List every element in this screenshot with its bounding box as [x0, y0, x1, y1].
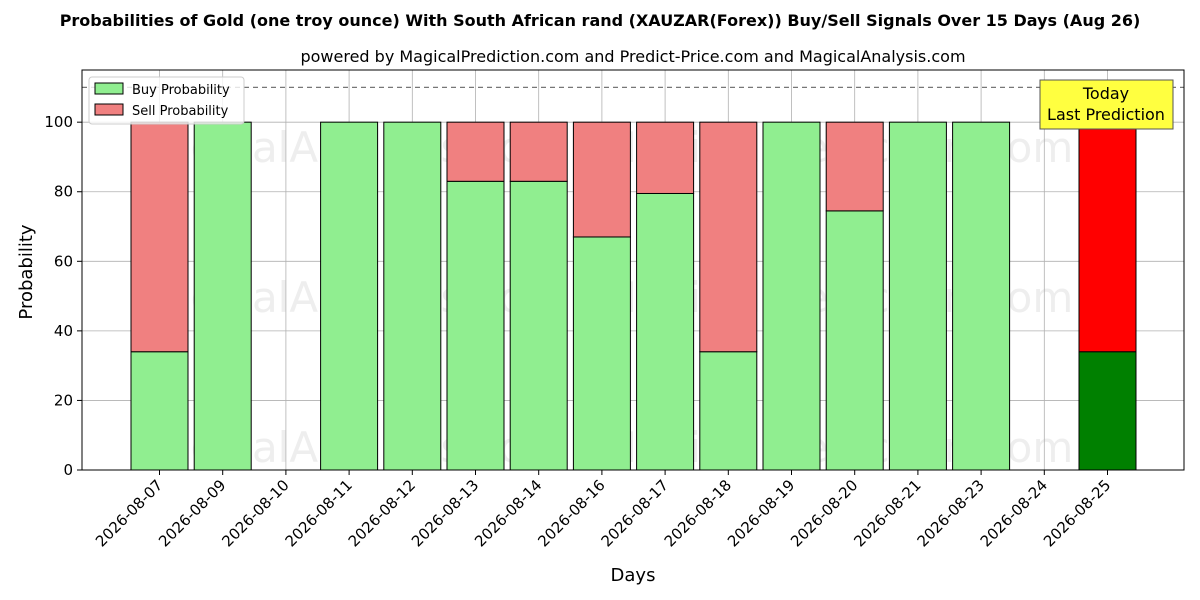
x-tick-label: 2026-08-07 [92, 476, 166, 550]
bar-buy [383, 121, 442, 471]
x-tick-label: 2026-08-13 [408, 476, 482, 550]
annotation-line-2: Last Prediction [1047, 105, 1165, 124]
bar-buy [952, 121, 1011, 471]
y-tick-label: 20 [54, 391, 73, 409]
bar-buy [762, 121, 821, 471]
bar-sell [1078, 121, 1137, 353]
plot-area [81, 69, 1185, 471]
x-tick-label: 2026-08-12 [345, 476, 419, 550]
bar-buy [130, 351, 189, 471]
y-tick-label: 40 [54, 322, 73, 340]
y-tick-label: 80 [54, 183, 73, 201]
x-tick-label: 2026-08-16 [534, 476, 608, 550]
y-axis-label: Probability [16, 224, 37, 319]
legend-swatch-buy [94, 82, 124, 95]
legend-label-sell: Sell Probability [132, 104, 229, 119]
bar-sell [572, 121, 631, 238]
chart-title: Probabilities of Gold (one troy ounce) W… [60, 11, 1141, 30]
x-tick-label: 2026-08-23 [914, 476, 988, 550]
x-tick-label: 2026-08-09 [155, 476, 229, 550]
y-axis: 0 20 40 60 80 100 [44, 113, 82, 479]
bar-sell [636, 121, 695, 194]
bar-buy [572, 236, 631, 471]
bar-buy [636, 192, 695, 471]
bar-buy [699, 351, 758, 471]
bar-sell [699, 121, 758, 353]
x-tick-label: 2026-08-19 [724, 476, 798, 550]
bar-buy [888, 121, 947, 471]
bar-buy [446, 180, 505, 471]
annotation-line-1: Today [1082, 84, 1129, 103]
y-tick-label: 0 [63, 461, 73, 479]
legend-box [88, 76, 245, 125]
bar-sell [825, 121, 884, 212]
annotation-box [1039, 79, 1174, 130]
legend-swatch-sell [94, 103, 124, 116]
x-tick-label: 2026-08-10 [218, 476, 292, 550]
x-tick-label: 2026-08-25 [1040, 476, 1114, 550]
x-tick-label: 2026-08-11 [282, 476, 356, 550]
bar-sell [130, 121, 189, 353]
bars [130, 121, 1137, 471]
today-annotation: Today Last Prediction [1039, 79, 1174, 130]
x-tick-label: 2026-08-17 [598, 476, 672, 550]
x-axis-label: Days [611, 565, 656, 586]
x-tick-label: 2026-08-21 [850, 476, 924, 550]
bar-buy [509, 180, 568, 471]
legend: Buy Probability Sell Probability [88, 76, 245, 125]
bar-buy [825, 210, 884, 471]
x-tick-label: 2026-08-24 [977, 476, 1051, 550]
bar-buy [320, 121, 379, 471]
x-tick-label: 2026-08-18 [661, 476, 735, 550]
bar-buy [193, 121, 252, 471]
x-tick-label: 2026-08-20 [787, 476, 861, 550]
x-axis: 2026-08-072026-08-092026-08-102026-08-11… [92, 470, 1114, 550]
bar-buy [1078, 351, 1137, 471]
legend-label-buy: Buy Probability [132, 83, 230, 98]
y-tick-label: 60 [54, 252, 73, 270]
chart-subtitle: powered by MagicalPrediction.com and Pre… [300, 47, 965, 66]
y-tick-label: 100 [44, 113, 73, 131]
bar-sell [509, 121, 568, 182]
x-tick-label: 2026-08-14 [471, 476, 545, 550]
bar-sell [446, 121, 505, 182]
